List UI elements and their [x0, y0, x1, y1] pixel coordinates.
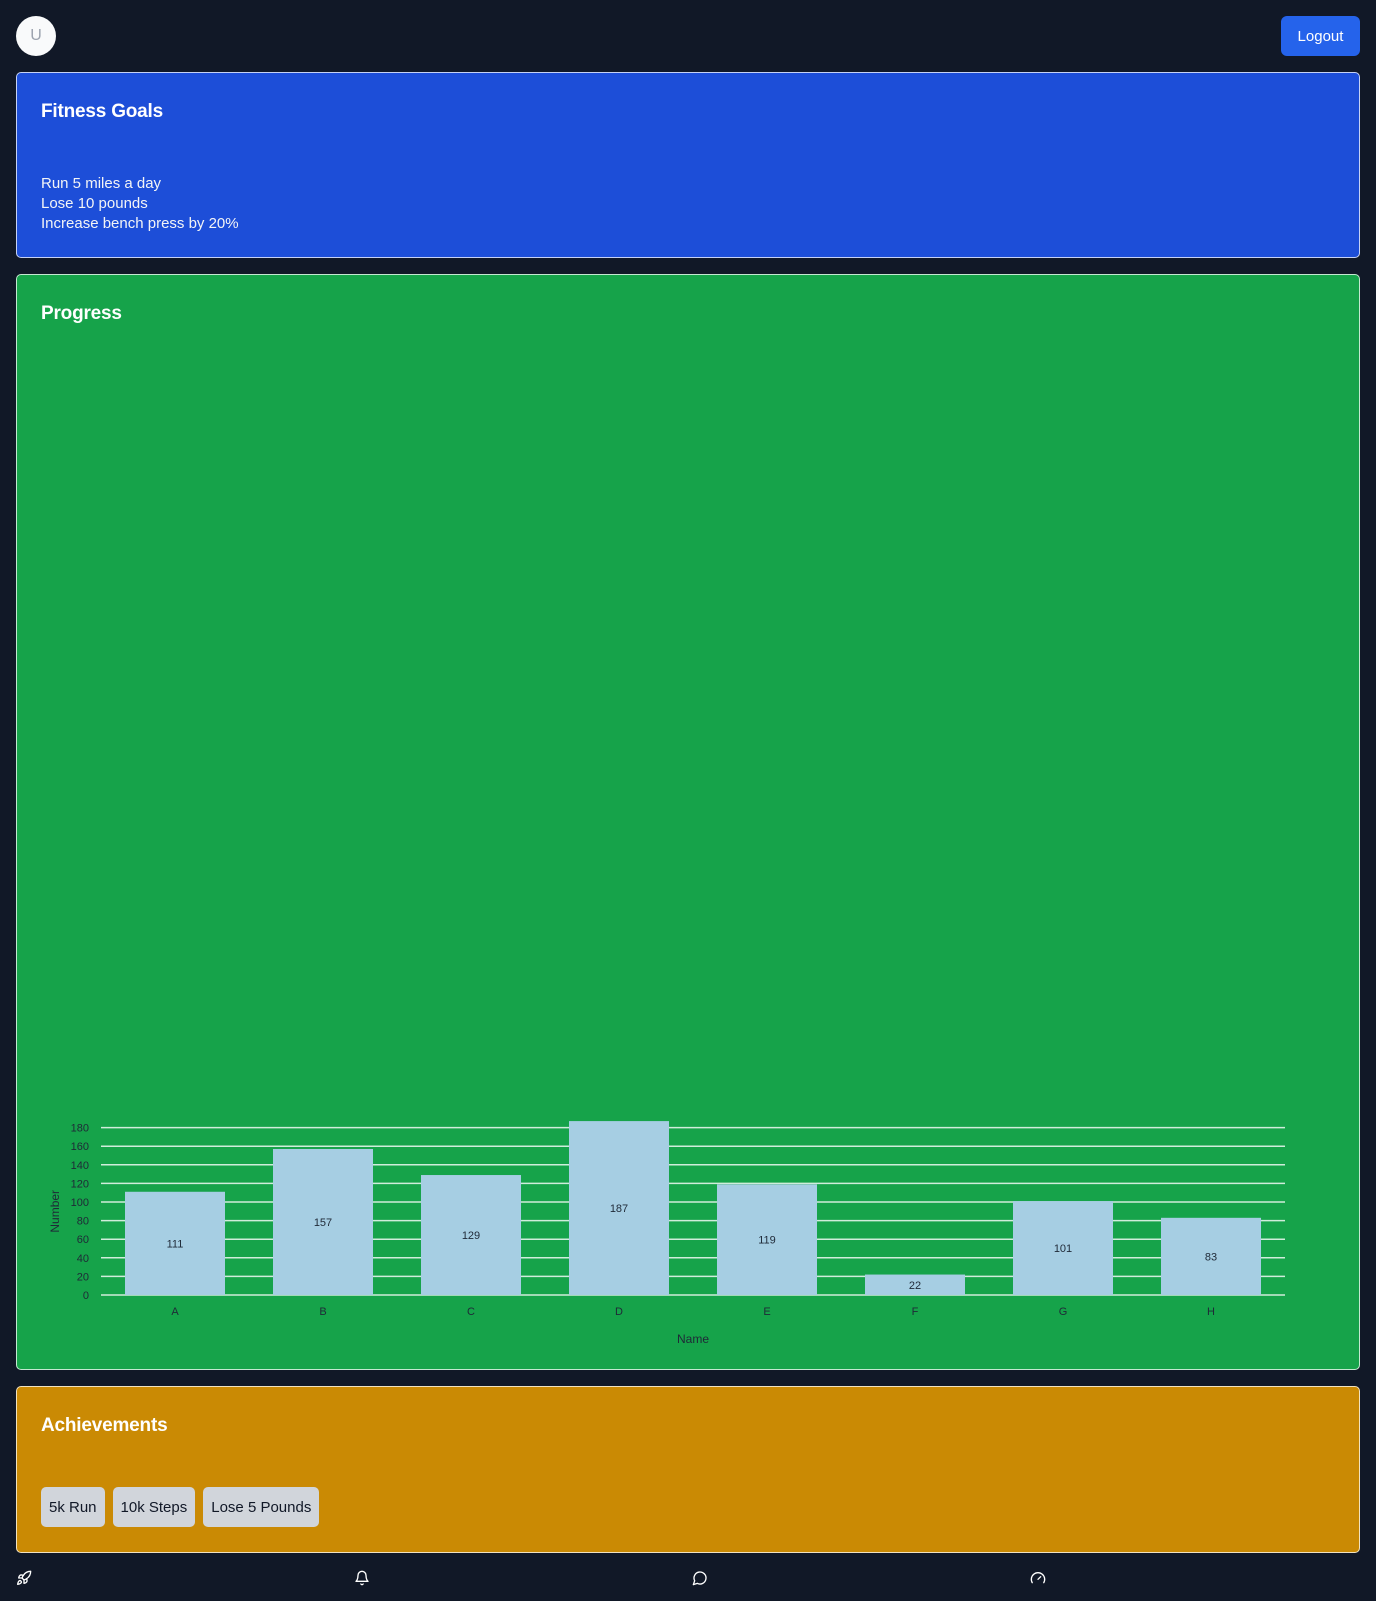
bar [421, 1175, 521, 1295]
gauge-icon[interactable] [1030, 1570, 1046, 1586]
fitness-goals-card: Fitness Goals Run 5 miles a day Lose 10 … [16, 72, 1360, 258]
x-tick-label: H [1207, 1306, 1215, 1318]
rocket-icon[interactable] [16, 1570, 32, 1586]
y-tick-label: 0 [83, 1290, 89, 1302]
achievement-badge[interactable]: 10k Steps [112, 1487, 196, 1527]
y-tick-label: 40 [77, 1253, 89, 1265]
logout-button[interactable]: Logout [1281, 16, 1360, 56]
y-tick-label: 100 [71, 1197, 89, 1209]
x-tick-label: A [171, 1306, 179, 1318]
progress-card: Progress 0 20 40 60 80 100 120 140 160 180 111 A 157… [16, 274, 1360, 1370]
bar-value-label: 22 [909, 1280, 921, 1292]
achievement-badge[interactable]: 5k Run [41, 1487, 105, 1527]
goal-item: Increase bench press by 20% [41, 215, 239, 232]
bar-value-label: 187 [610, 1203, 628, 1215]
x-tick-label: C [467, 1306, 475, 1318]
achievement-badge[interactable]: Lose 5 Pounds [203, 1487, 320, 1527]
bottom-nav [0, 1562, 1376, 1594]
y-tick-label: 60 [77, 1234, 89, 1246]
bar [1161, 1217, 1261, 1295]
bar [273, 1148, 373, 1295]
bar-value-label: 129 [462, 1230, 480, 1242]
bar-value-label: 101 [1054, 1243, 1072, 1255]
bar [569, 1121, 669, 1295]
y-tick-label: 160 [71, 1141, 89, 1153]
x-tick-label: D [615, 1306, 623, 1318]
achievements-title: Achievements [41, 1415, 168, 1436]
bar [717, 1184, 817, 1295]
y-tick-label: 20 [77, 1271, 89, 1283]
x-tick-label: E [763, 1306, 770, 1318]
goal-list: Run 5 miles a day Lose 10 pounds Increas… [41, 174, 239, 234]
y-tick-label: 80 [77, 1216, 89, 1228]
x-tick-label: B [319, 1306, 326, 1318]
bar-value-label: 157 [314, 1217, 332, 1229]
achievement-badges: 5k Run 10k Steps Lose 5 Pounds [41, 1487, 320, 1527]
x-tick-label: F [912, 1306, 919, 1318]
y-tick-label: 120 [71, 1178, 89, 1190]
bar [1013, 1201, 1113, 1295]
progress-title: Progress [41, 303, 122, 324]
achievements-card: Achievements 5k Run 10k Steps Lose 5 Pou… [16, 1386, 1360, 1553]
message-icon[interactable] [692, 1570, 708, 1586]
fitness-goals-title: Fitness Goals [41, 101, 163, 122]
bell-icon[interactable] [354, 1570, 370, 1586]
x-axis-label: Name [677, 1332, 709, 1346]
x-tick-label: G [1059, 1306, 1068, 1318]
avatar[interactable]: U [16, 16, 56, 56]
bar-value-label: 111 [167, 1238, 184, 1250]
bar-value-label: 119 [758, 1235, 776, 1247]
y-axis-label: Number [48, 1190, 62, 1233]
avatar-initial: U [30, 27, 42, 44]
y-tick-label: 180 [71, 1123, 89, 1135]
goal-item: Run 5 miles a day [41, 175, 162, 192]
bar [865, 1274, 965, 1295]
bar [125, 1191, 225, 1295]
goal-item: Lose 10 pounds [41, 195, 148, 212]
progress-bar-chart: 0 20 40 60 80 100 120 140 160 180 111 A 157 B 129 C 187 D… [48, 1121, 1285, 1346]
y-tick-label: 140 [71, 1160, 89, 1172]
bar-value-label: 83 [1205, 1251, 1217, 1263]
top-bar: U Logout [0, 0, 1376, 72]
